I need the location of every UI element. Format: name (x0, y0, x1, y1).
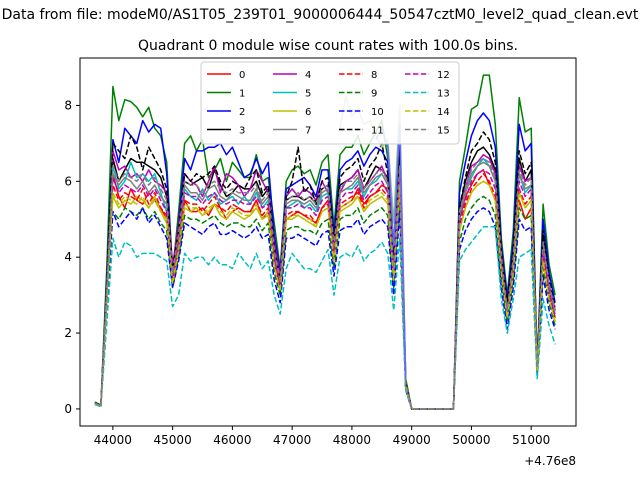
legend-label: 3 (239, 126, 245, 137)
y-axis: 0 2 4 6 8 (64, 98, 80, 416)
legend-label: 7 (305, 126, 311, 137)
series-line-9 (94, 195, 556, 410)
series-line-15 (94, 157, 556, 410)
series-line-12 (94, 169, 556, 410)
series-line-11 (94, 131, 556, 410)
axes-frame (79, 57, 577, 427)
x-tick-label: 45000 (154, 433, 192, 447)
series-line-13 (94, 226, 556, 410)
legend-label: 6 (305, 107, 311, 118)
legend-label: 0 (239, 70, 245, 81)
x-tick-label: 50000 (452, 433, 490, 447)
y-tick-label: 2 (64, 326, 72, 340)
x-tick-label: 49000 (393, 433, 431, 447)
series-line-10 (94, 207, 556, 410)
legend-label: 8 (371, 70, 377, 81)
legend-label: 10 (371, 107, 384, 118)
series-line-14 (94, 180, 556, 410)
x-tick-label: 46000 (213, 433, 251, 447)
x-tick-label: 48000 (333, 433, 371, 447)
legend-label: 12 (437, 70, 450, 81)
legend-label: 9 (371, 89, 377, 100)
chart-title: Quadrant 0 module wise count rates with … (138, 38, 518, 54)
legend-label: 14 (437, 107, 450, 118)
legend-label: 15 (437, 126, 450, 137)
x-axis-offset-label: +4.76e8 (524, 454, 576, 468)
legend-label: 4 (305, 70, 311, 81)
series-layer (94, 74, 556, 410)
legend-label: 13 (437, 89, 450, 100)
y-tick-label: 8 (64, 98, 72, 112)
y-tick-label: 6 (64, 174, 72, 188)
legend-label: 2 (239, 107, 245, 118)
figure-suptitle: Data from file: modeM0/AS1T05_239T01_900… (2, 7, 639, 23)
series-line-4 (94, 150, 556, 410)
y-tick-label: 4 (64, 250, 72, 264)
y-tick-label: 0 (64, 402, 72, 416)
legend-frame (200, 61, 460, 145)
x-axis: 44000 45000 46000 47000 48000 49000 50000 51000 (94, 426, 550, 447)
x-tick-label: 47000 (273, 433, 311, 447)
legend-label: 11 (371, 126, 384, 137)
series-line-7 (94, 161, 556, 410)
legend-label: 5 (305, 89, 311, 100)
legend-label: 1 (239, 89, 245, 100)
x-tick-label: 51000 (512, 433, 550, 447)
x-tick-label: 44000 (94, 433, 132, 447)
